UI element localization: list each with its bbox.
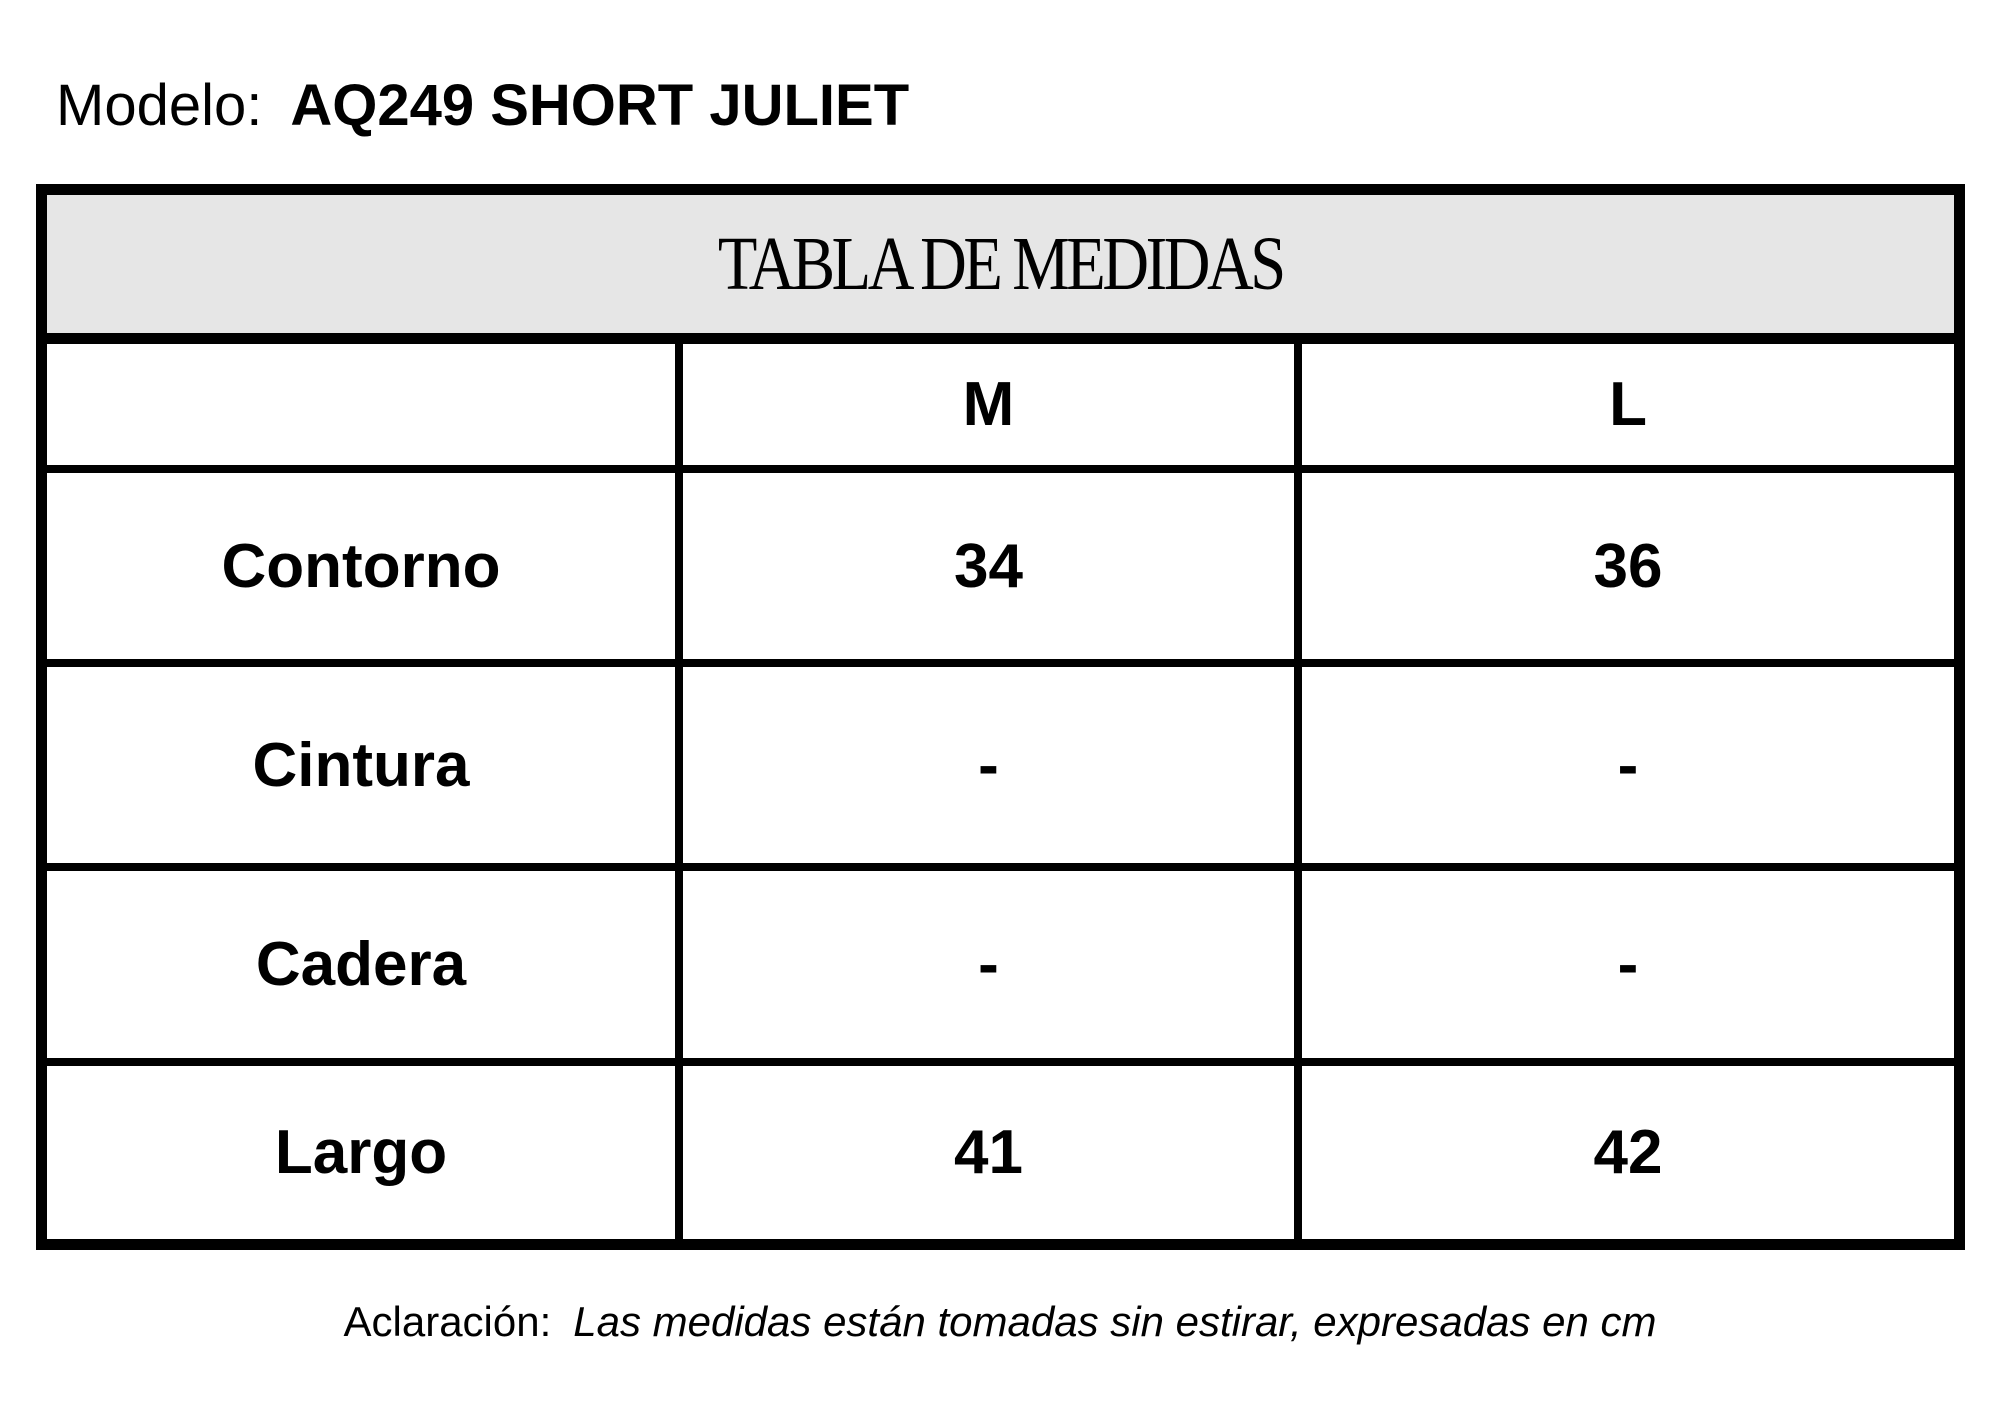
table-cell: - [978, 930, 999, 999]
model-label: Modelo: [56, 73, 263, 138]
row-divider [47, 659, 1954, 667]
table-cell: - [978, 730, 999, 800]
disclaimer-label: Aclaración: [343, 1298, 552, 1345]
size-table: TABLA DE MEDIDAS M L Contorno 34 36 Cint… [36, 184, 1965, 1250]
table-cell: 36 [1593, 531, 1663, 601]
table-cell: 42 [1593, 1118, 1663, 1187]
row-label: Cintura [252, 730, 470, 800]
row-divider [47, 465, 1954, 473]
row-divider [47, 863, 1954, 871]
model-title: Modelo: AQ249 SHORT JULIET [56, 72, 909, 139]
column-divider [1294, 344, 1302, 1239]
table-cell: - [1617, 930, 1639, 999]
disclaimer: Aclaración: Las medidas están tomadas sin… [0, 1298, 2000, 1346]
table-title: TABLA DE MEDIDAS [47, 195, 1954, 344]
disclaimer-text: Las medidas están tomadas sin estirar, e… [573, 1298, 1657, 1345]
row-divider [47, 1058, 1954, 1066]
table-cell: 41 [954, 1118, 1023, 1187]
row-label: Largo [274, 1118, 448, 1187]
table-cell: - [1617, 730, 1639, 800]
column-header-l: L [1609, 370, 1647, 439]
column-header-m: M [962, 370, 1015, 439]
table-cell: 34 [954, 531, 1023, 601]
row-label: Cadera [255, 930, 467, 999]
model-value: AQ249 SHORT JULIET [290, 73, 910, 138]
column-divider [675, 344, 683, 1239]
table-title-text: TABLA DE MEDIDAS [718, 221, 1286, 306]
row-label: Contorno [221, 531, 501, 601]
